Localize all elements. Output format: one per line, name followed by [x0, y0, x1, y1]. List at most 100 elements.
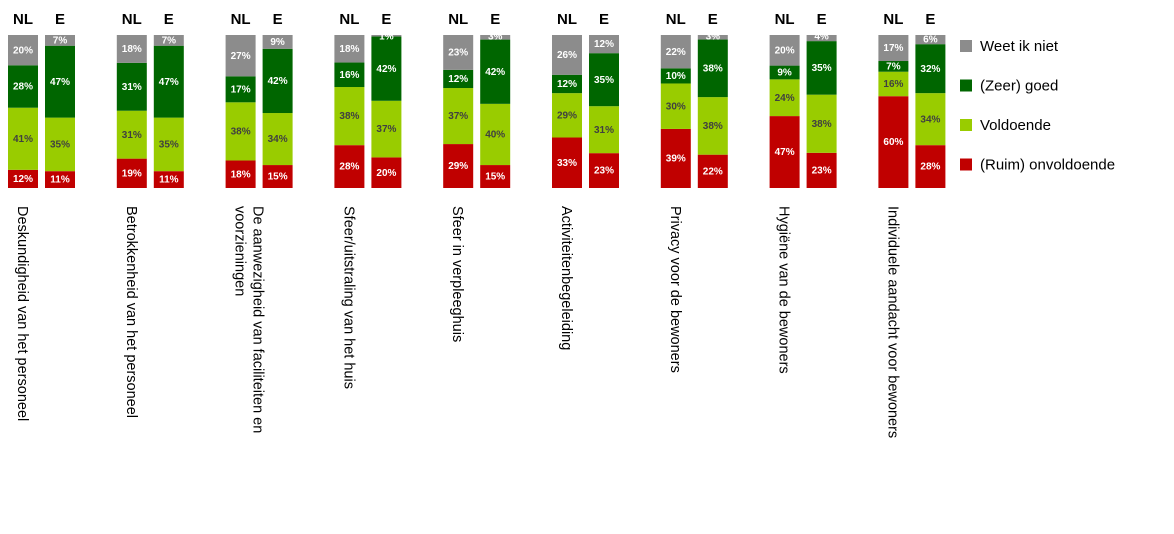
category-label: Individuele aandacht voor bewoners: [884, 206, 900, 438]
bar-header-label: NL: [231, 11, 251, 28]
category-label: Deskundigheid van het personeel: [14, 206, 30, 421]
category-label: Betrokkenheid van het personeel: [123, 206, 139, 418]
bar-header-label: NL: [339, 11, 359, 28]
data-label: 11%: [50, 175, 70, 186]
data-label: 42%: [485, 67, 505, 78]
bar-header-label: E: [490, 11, 500, 28]
category-label: voorzieningen: [232, 206, 248, 296]
data-label: 39%: [666, 154, 686, 165]
data-label: 60%: [883, 137, 903, 148]
data-label: 19%: [122, 168, 142, 179]
data-label: 17%: [883, 43, 903, 54]
data-label: 3%: [488, 32, 503, 43]
data-label: 7%: [53, 35, 68, 46]
data-label: 27%: [231, 51, 251, 62]
data-label: 6%: [923, 35, 938, 46]
bar-header-label: NL: [448, 11, 468, 28]
data-label: 28%: [13, 82, 33, 93]
data-label: 20%: [13, 45, 33, 56]
data-label: 7%: [162, 35, 177, 46]
data-label: 37%: [376, 124, 396, 135]
data-label: 23%: [812, 166, 832, 177]
bar-header-label: E: [273, 11, 283, 28]
data-label: 47%: [775, 147, 795, 158]
category-label: Privacy voor de bewoners: [667, 206, 683, 373]
data-label: 38%: [231, 127, 251, 138]
bar-header-label: NL: [122, 11, 142, 28]
bar-header-label: E: [55, 11, 65, 28]
legend-swatch: [960, 159, 972, 171]
data-label: 7%: [886, 62, 901, 73]
data-label: 35%: [50, 140, 70, 151]
data-label: 38%: [339, 111, 359, 122]
data-label: 18%: [339, 44, 359, 55]
data-label: 35%: [159, 140, 179, 151]
legend-swatch: [960, 119, 972, 131]
data-label: 42%: [268, 76, 288, 87]
category-label: Sfeer in verpleeghuis: [449, 206, 465, 342]
data-label: 17%: [231, 84, 251, 95]
legend-label: (Ruim) onvoldoende: [980, 156, 1115, 173]
data-label: 20%: [376, 168, 396, 179]
data-label: 1%: [379, 32, 394, 43]
data-label: 11%: [159, 175, 179, 186]
data-label: 29%: [557, 110, 577, 121]
data-label: 35%: [812, 63, 832, 74]
category-group: NL 29% 37% 12% 23% E 15% 40% 42% 3% Sfeer in verpl…: [443, 11, 510, 342]
bar-header-label: E: [817, 11, 827, 28]
data-label: 28%: [920, 162, 940, 173]
data-label: 31%: [122, 82, 142, 93]
data-label: 31%: [122, 130, 142, 141]
category-group: NL 18% 38% 17% 27% E 15% 34% 42% 9% De aanwezighei…: [226, 11, 293, 433]
data-label: 47%: [50, 77, 70, 88]
data-label: 10%: [666, 71, 686, 82]
data-label: 29%: [448, 161, 468, 172]
data-label: 42%: [376, 64, 396, 75]
data-label: 23%: [594, 166, 614, 177]
data-label: 34%: [268, 134, 288, 145]
category-group: NL 28% 38% 16% 18% E 20% 37% 42% 1% Sfeer/uitstral…: [334, 11, 401, 389]
data-label: 38%: [703, 121, 723, 132]
data-label: 38%: [812, 119, 832, 130]
data-label: 34%: [920, 114, 940, 125]
category-group: NL 47% 24% 9% 20% E 23% 38% 35% 4% Hygiëne van de …: [770, 11, 837, 374]
category-group: NL 33% 29% 12% 26% E 23% 31% 35% 12% Activiteitenb…: [552, 11, 619, 350]
data-label: 28%: [339, 162, 359, 173]
bar-header-label: NL: [666, 11, 686, 28]
data-label: 16%: [883, 79, 903, 90]
data-label: 40%: [485, 130, 505, 141]
data-label: 33%: [557, 158, 577, 169]
legend-label: Voldoende: [980, 117, 1051, 134]
bar-header-label: NL: [883, 11, 903, 28]
bar-header-label: E: [164, 11, 174, 28]
bar-header-label: E: [599, 11, 609, 28]
category-group: NL 19% 31% 31% 18% E 11% 35% 47% 7% Betrokkenheid …: [117, 11, 184, 418]
data-label: 18%: [122, 44, 142, 55]
data-label: 12%: [448, 74, 468, 85]
bar-header-label: E: [708, 11, 718, 28]
data-label: 15%: [268, 172, 288, 183]
data-label: 37%: [448, 111, 468, 122]
bar-header-label: NL: [557, 11, 577, 28]
data-label: 30%: [666, 101, 686, 112]
data-label: 15%: [485, 172, 505, 183]
bar-header-label: E: [381, 11, 391, 28]
data-label: 26%: [557, 50, 577, 61]
category-group: NL12%41%28%20%E11%35%47%7%Deskundigheid …: [8, 11, 75, 421]
data-label: 3%: [706, 32, 721, 43]
data-label: 9%: [777, 68, 792, 79]
bar-header-label: NL: [775, 11, 795, 28]
data-label: 41%: [13, 134, 33, 145]
category-group: NL 60% 16% 7% 17% E 28% 34% 32% 6% Individuele aan…: [878, 11, 945, 438]
data-label: 23%: [448, 48, 468, 59]
data-label: 24%: [775, 93, 795, 104]
data-label: 20%: [775, 45, 795, 56]
data-label: 35%: [594, 75, 614, 86]
data-label: 12%: [557, 79, 577, 90]
category-group: NL 39% 30% 10% 22% E 22% 38% 38% 3% Privacy voor d…: [661, 11, 728, 373]
data-label: 16%: [339, 70, 359, 81]
legend-label: Weet ik niet: [980, 38, 1059, 55]
legend-swatch: [960, 80, 972, 92]
category-label: Hygiëne van de bewoners: [776, 206, 792, 374]
